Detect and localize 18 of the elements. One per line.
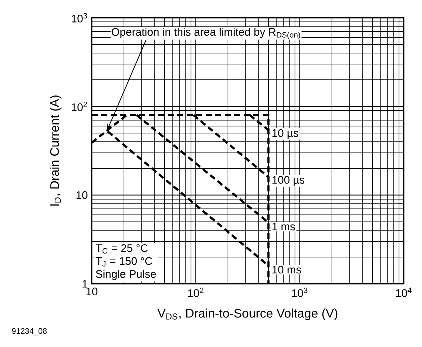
annotation: Operation in this area limited by R$_{DS(on)}$ xyxy=(112,28,300,40)
annotation: T$_{J}$ = 150 °C xyxy=(96,257,152,267)
x-tick-label: 10 xyxy=(86,288,98,296)
series-label: 10 µs xyxy=(272,129,299,140)
x-tick-label: 10$^{3}$ xyxy=(292,288,308,298)
x-tick-label: 10$^{2}$ xyxy=(188,288,204,298)
x-tick-label: 10$^{4}$ xyxy=(396,288,412,298)
y-axis-title: I$_{D}$, Drain Current (A) xyxy=(50,96,62,206)
series-label: 100 µs xyxy=(272,176,305,186)
y-tick-label: 10$^{2}$ xyxy=(72,102,88,112)
annotation: Single Pulse xyxy=(96,270,156,280)
series-label: 10 ms xyxy=(272,266,302,274)
y-tick-label: 10 xyxy=(76,191,88,200)
x-axis-title: V$_{DS}$, Drain-to-Source Voltage (V) xyxy=(158,308,338,320)
series-label: 1 ms xyxy=(272,222,296,231)
annotation: T$_{C}$ = 25 °C xyxy=(96,244,148,254)
y-tick-label: 1 xyxy=(82,280,88,288)
y-tick-label: 10$^{3}$ xyxy=(72,13,88,23)
